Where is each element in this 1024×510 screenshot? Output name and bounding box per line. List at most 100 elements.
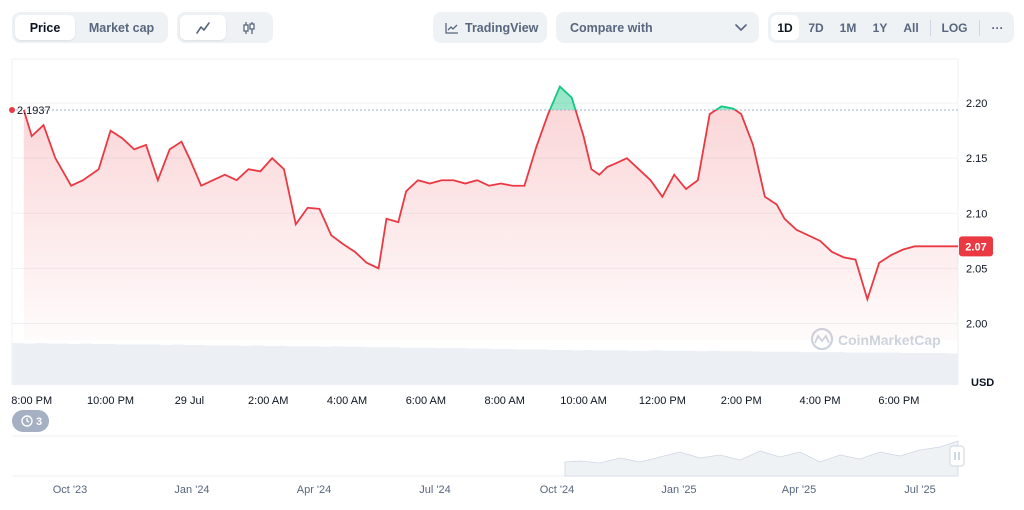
toolbar-divider [979,20,980,36]
volume-bar [194,344,207,385]
reference-price-marker: 2.1937 [9,105,51,117]
range-1d-button[interactable]: 1D [771,15,799,40]
x-tick-label: 4:00 PM [800,395,841,407]
volume-bar [787,351,799,385]
volume-bar [445,348,457,385]
line-chart-button[interactable] [180,15,226,40]
price-area-above-reference [549,86,736,111]
volume-bar [844,352,856,385]
tradingview-button[interactable]: TradingView [433,12,547,43]
range-all-button[interactable]: All [903,20,919,35]
price-line-below-reference [22,110,958,303]
x-tick-label: 4:00 AM [327,395,367,407]
y-tick-label: 2.00 [966,318,987,330]
navigator-label: Apr '24 [297,484,332,496]
reference-price-dot [9,107,15,114]
volume-bar [513,349,526,385]
x-tick-label: 6:00 AM [406,395,446,407]
volume-bar [707,350,719,385]
volume-bar [46,343,58,385]
volume-bar [559,349,571,385]
volume-bar [388,347,400,385]
volume-bar [901,353,913,385]
volume-bar [342,346,355,385]
price-tab[interactable]: Price [15,15,75,40]
volume-bar [12,343,24,385]
y-tick-label: 2.10 [966,208,987,220]
volume-bar [160,344,172,385]
volume-bar [23,343,36,385]
volume-bar [752,351,765,385]
tradingview-chart-icon [445,22,458,34]
compare-with-label: Compare with [570,20,653,35]
volume-bar [490,349,503,385]
volume-bar [91,344,104,385]
volume-bar [148,344,161,385]
volume-bar [296,346,309,385]
volume-bar [638,350,651,385]
volume-bar [673,350,685,385]
volume-bar [547,349,560,385]
volume-bar [433,348,446,385]
volume-bar [570,350,583,385]
market-cap-tab[interactable]: Market cap [88,20,155,35]
volume-bar [524,349,537,385]
x-tick-label: 10:00 AM [560,395,606,407]
volume-bar [946,353,959,385]
navigator-label: Jul '25 [904,484,935,496]
volume-bar [205,345,218,385]
volume-bar [171,344,184,385]
compare-with-dropdown[interactable]: Compare with [556,12,759,43]
x-tick-label: 12:00 PM [639,395,686,407]
current-price-label: 2.07 [965,241,986,253]
navigator-label: Jul '24 [419,484,450,496]
volume-bar [581,349,594,385]
y-tick-label: 2.20 [966,98,987,110]
more-options-button[interactable]: ··· [991,20,1004,35]
candlestick-chart-button[interactable] [227,15,270,40]
navigator-label: Oct '23 [53,484,88,496]
volume-bar [695,351,708,385]
volume-bar [80,343,93,385]
range-7d-button[interactable]: 7D [808,20,824,35]
history-icon-hand [26,418,30,423]
volume-bar [650,350,662,385]
volume-bar [353,346,366,385]
time-range-selector: 1D 7D 1M 1Y All LOG ··· [768,12,1014,43]
navigator-sparkline [564,440,959,477]
history-badge[interactable]: 3 [12,410,49,432]
volume-bar [821,352,833,385]
volume-bar [422,347,435,385]
volume-bar [331,346,343,385]
volume-bar [730,351,742,385]
x-tick-label: 2:00 PM [721,395,762,407]
y-tick-label: 2.05 [966,263,987,275]
navigator-label: Jan '24 [174,484,209,496]
volume-bar [239,345,252,385]
volume-bar [34,343,47,385]
toolbar-divider [930,20,931,36]
x-tick-label: 10:00 PM [87,395,134,407]
price-marketcap-toggle: Price Market cap [12,12,168,43]
volume-bar [114,344,127,385]
volume-bar [137,344,150,385]
timeline-navigator[interactable]: Oct '23 Jan '24 Apr '24 Jul '24 Oct '24 … [12,435,965,496]
price-area-below-reference [23,110,958,340]
volume-bar [274,345,286,385]
history-icon [21,415,33,427]
volume-bar [604,350,617,385]
log-scale-button[interactable]: LOG [941,20,968,35]
volume-bar [308,346,321,385]
x-tick-label: 8:00 PM [11,395,52,407]
range-1y-button[interactable]: 1Y [872,20,888,35]
range-1m-button[interactable]: 1M [839,20,857,35]
volume-bar [479,348,491,385]
x-tick-label: 8:00 AM [485,395,525,407]
volume-bar [889,352,902,385]
volume-bar [456,348,469,385]
volume-bar [912,353,925,385]
volume-bar [228,345,241,385]
volume-bar [798,352,811,385]
drag-handle-icon[interactable] [949,445,965,467]
